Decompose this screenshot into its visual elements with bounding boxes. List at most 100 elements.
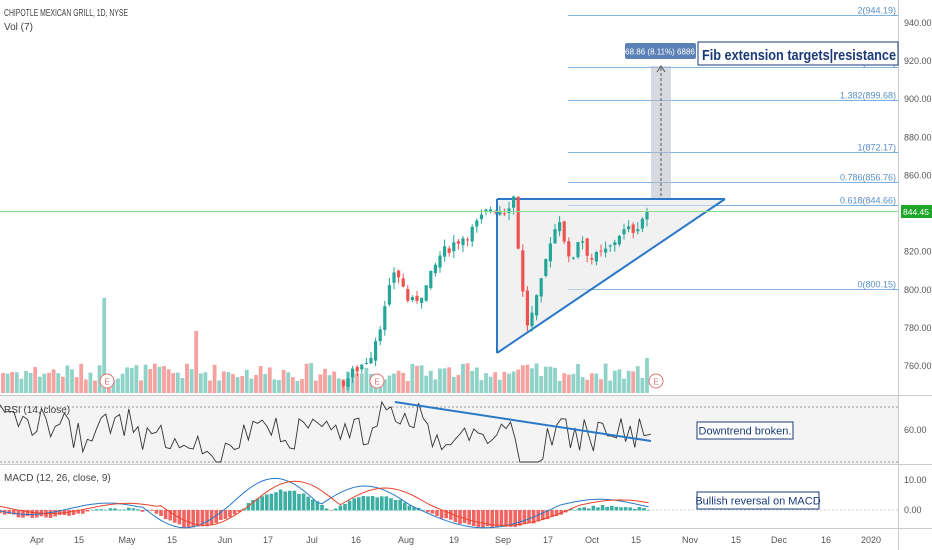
volume-bar <box>576 363 580 393</box>
price-tick-label: 880.00 <box>904 132 932 142</box>
volume-bar <box>97 365 102 393</box>
volume-bar <box>502 371 507 393</box>
macd-hist-bar <box>536 510 540 522</box>
volume-bar <box>585 379 590 393</box>
macd-hist-bar <box>343 503 347 511</box>
macd-hist-bar <box>85 510 90 512</box>
candle-body <box>489 209 493 212</box>
macd-hist-bar <box>490 510 494 528</box>
macd-hist-bar <box>614 506 619 511</box>
volume-bar <box>516 369 521 393</box>
macd-hist-bar <box>278 489 283 511</box>
macd-hist-bar <box>163 510 168 520</box>
volume-bar <box>433 379 438 393</box>
macd-hist-bar <box>338 505 343 511</box>
time-tick-label: 16 <box>821 535 831 545</box>
price-tick-label: 920.00 <box>904 56 932 66</box>
volume-bar <box>277 380 281 393</box>
volume-bar <box>56 373 61 393</box>
macd-hist-bar <box>472 510 476 527</box>
macd-hist-bar <box>637 507 642 511</box>
volume-bar <box>589 373 594 393</box>
volume-bar <box>83 379 88 393</box>
ascending-triangle <box>496 198 726 354</box>
macd-hist-bar <box>513 510 517 528</box>
symbol-title: CHIPOTLE MEXICAN GRILL, 1D, NYSE <box>4 8 128 19</box>
volume-bar <box>461 363 465 393</box>
volume-bar <box>424 375 429 393</box>
time-tick-label: 19 <box>449 535 459 545</box>
price-axis[interactable]: 760.00780.00800.00820.00840.00860.00880.… <box>904 18 932 371</box>
volume-bar <box>10 372 15 393</box>
fib-level-label: 0.786(856.76) <box>840 173 896 183</box>
volume-bar <box>336 378 341 393</box>
candle-body <box>355 366 359 372</box>
volume-bar <box>47 372 51 393</box>
volume-bar <box>451 376 456 393</box>
candle-body <box>424 285 428 301</box>
candle-body <box>539 278 543 297</box>
volume-bar <box>189 369 194 393</box>
macd-hist-bar <box>504 510 508 527</box>
price-tick-label: 800.00 <box>904 285 932 295</box>
volume-bar <box>281 369 286 393</box>
candle-body <box>544 259 548 276</box>
volume-bar <box>484 373 488 393</box>
macd-hist-bar <box>508 510 513 527</box>
volume-bar <box>631 371 636 393</box>
volume-bar <box>539 375 544 393</box>
macd-hist-bar <box>361 495 366 511</box>
volume-bar <box>419 365 424 393</box>
rsi-trendline <box>394 401 652 442</box>
macd-hist-bar <box>407 505 412 511</box>
volume-bar <box>488 376 493 393</box>
volume-bar <box>617 369 622 393</box>
volume-bar <box>263 374 268 393</box>
macd-hist-bar <box>398 499 402 511</box>
volume-bar <box>553 367 557 393</box>
macd-hist-bar <box>439 510 444 519</box>
volume-bar <box>24 371 28 393</box>
measure-arrowhead <box>656 65 666 73</box>
fib-levels: 0(800.15) 0.618(844.66) 0.786(856.76) 1(872… <box>568 6 898 290</box>
candle-body <box>613 242 617 246</box>
candle-body <box>461 238 465 246</box>
time-axis[interactable]: Apr 15 May 15 Jun 17 Jul 16 Aug 19 Sep 17 Oct 15 Nov 15… <box>30 535 881 545</box>
volume-bar <box>111 379 116 393</box>
volume-bar <box>520 365 525 393</box>
candle-body <box>585 238 589 256</box>
macd-hist-bar <box>58 510 62 515</box>
candle-body <box>640 218 644 229</box>
candle-body <box>452 242 456 252</box>
candle-body <box>415 295 419 301</box>
volume-bar <box>359 373 364 393</box>
volume-bar <box>534 363 539 393</box>
volume-bar <box>1 373 5 393</box>
volume-bar <box>525 364 530 393</box>
volume-bar <box>580 377 585 393</box>
macd-hist-bar <box>370 495 375 511</box>
macd-hist-bar <box>545 510 550 520</box>
volume-bar <box>479 380 484 393</box>
macd-hist-bar <box>646 509 651 511</box>
volume-bar <box>249 378 254 393</box>
volume-bar <box>594 373 599 393</box>
volume-bar <box>152 363 157 393</box>
volume-bar <box>93 380 97 393</box>
fib-level-label: 0(800.15) <box>857 280 896 290</box>
macd-hist-bar <box>214 510 218 523</box>
candle-body <box>631 224 635 233</box>
fib-level-label: 1(872.17) <box>857 143 896 153</box>
earnings-marker-label: E <box>374 378 379 387</box>
candle-body <box>470 226 474 242</box>
macd-hist-bar <box>108 508 113 511</box>
earnings-marker <box>369 373 385 389</box>
volume-bar <box>139 380 143 393</box>
candle-body <box>438 255 442 268</box>
candle-body <box>374 341 378 361</box>
volume-bar <box>612 370 617 393</box>
volume-bar <box>208 380 212 393</box>
volume-bar <box>313 380 318 393</box>
volume-bar <box>42 373 47 393</box>
